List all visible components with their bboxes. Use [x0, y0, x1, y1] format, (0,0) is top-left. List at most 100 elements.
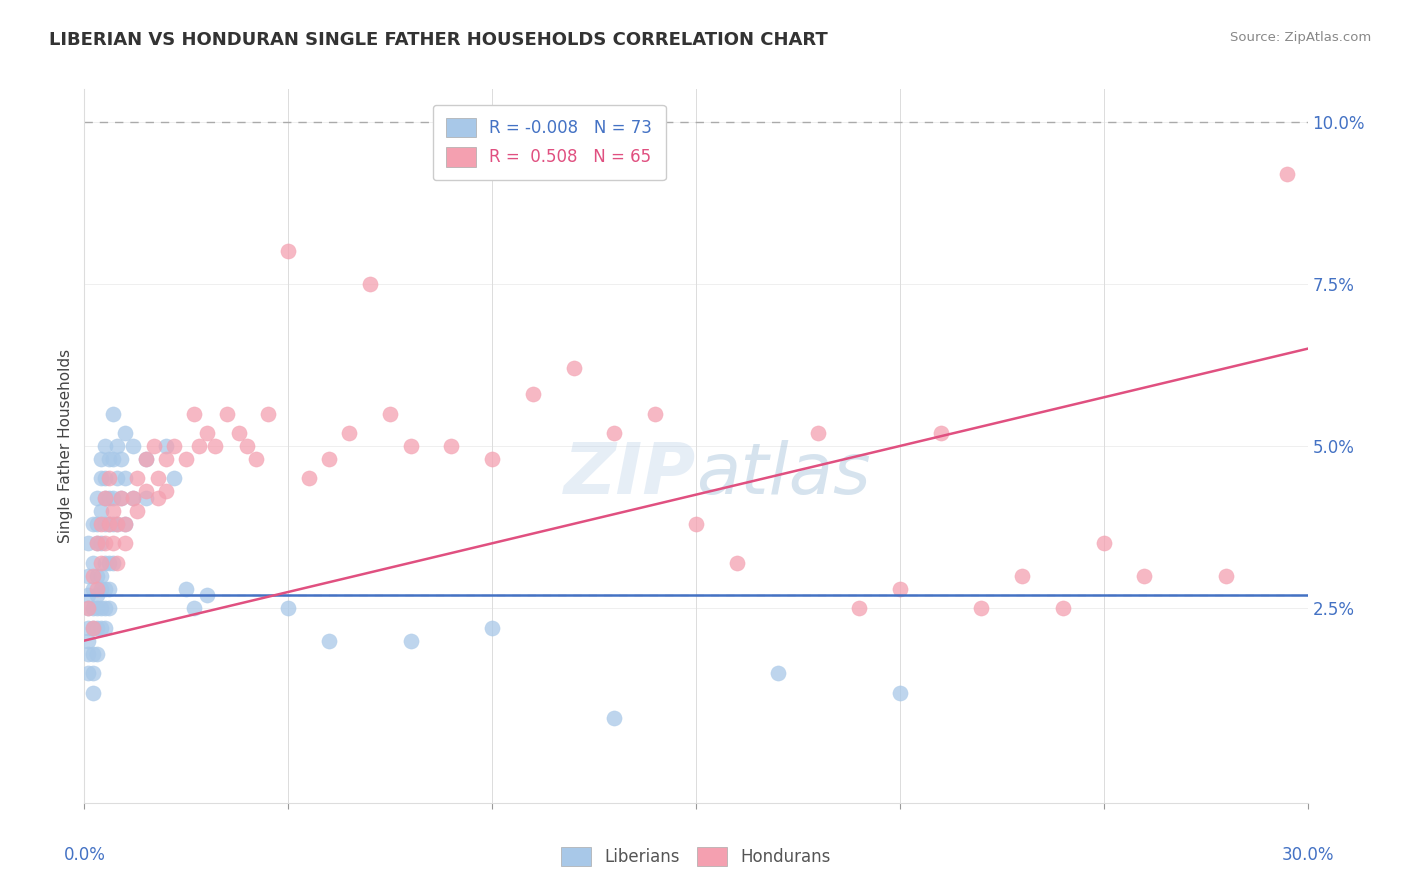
Point [127, 471, 149, 485]
Point [90, 471, 112, 485]
Point [187, 439, 209, 453]
Point [163, 471, 186, 485]
Point [766, 666, 789, 681]
Point [93, 471, 115, 485]
Point [77, 601, 100, 615]
Point [86, 491, 108, 505]
Point [93, 601, 115, 615]
Point [114, 536, 136, 550]
Point [101, 536, 124, 550]
Point [114, 471, 136, 485]
Point [77, 633, 100, 648]
Point [807, 425, 830, 440]
Point [217, 407, 239, 421]
Point [93, 536, 115, 550]
Text: 30.0%: 30.0% [1281, 846, 1334, 863]
Point [93, 516, 115, 531]
Point [82, 568, 104, 582]
Point [110, 491, 132, 505]
Point [183, 407, 205, 421]
Point [174, 452, 197, 467]
Point [93, 439, 115, 453]
Point [90, 452, 112, 467]
Legend: Liberians, Hondurans: Liberians, Hondurans [555, 840, 837, 873]
Point [195, 588, 218, 602]
Point [155, 484, 177, 499]
Point [195, 425, 218, 440]
Point [135, 452, 157, 467]
Point [82, 582, 104, 596]
Point [90, 621, 112, 635]
Point [105, 516, 128, 531]
Point [440, 439, 463, 453]
Point [97, 516, 120, 531]
Point [122, 491, 145, 505]
Point [114, 516, 136, 531]
Point [155, 452, 177, 467]
Point [77, 588, 100, 602]
Point [1215, 568, 1237, 582]
Point [1011, 568, 1033, 582]
Point [146, 491, 169, 505]
Point [359, 277, 381, 291]
Point [228, 425, 250, 440]
Point [82, 601, 104, 615]
Point [86, 568, 108, 582]
Point [82, 666, 104, 681]
Point [86, 621, 108, 635]
Point [90, 516, 112, 531]
Point [142, 439, 165, 453]
Point [236, 439, 259, 453]
Point [135, 452, 157, 467]
Point [122, 439, 145, 453]
Text: LIBERIAN VS HONDURAN SINGLE FATHER HOUSEHOLDS CORRELATION CHART: LIBERIAN VS HONDURAN SINGLE FATHER HOUSE… [49, 31, 828, 49]
Point [90, 601, 112, 615]
Point [101, 452, 124, 467]
Point [204, 439, 226, 453]
Point [86, 536, 108, 550]
Point [163, 439, 186, 453]
Point [183, 601, 205, 615]
Point [1277, 167, 1299, 181]
Point [481, 621, 503, 635]
Point [298, 471, 321, 485]
Point [1092, 536, 1115, 550]
Point [725, 556, 748, 570]
Point [77, 536, 100, 550]
Point [257, 407, 280, 421]
Point [93, 556, 115, 570]
Point [77, 647, 100, 661]
Point [97, 491, 120, 505]
Point [135, 484, 157, 499]
Point [97, 582, 120, 596]
Point [101, 491, 124, 505]
Point [929, 425, 952, 440]
Point [86, 516, 108, 531]
Point [277, 244, 299, 259]
Point [90, 504, 112, 518]
Point [644, 407, 666, 421]
Point [86, 601, 108, 615]
Text: 0.0%: 0.0% [63, 846, 105, 863]
Point [603, 711, 626, 725]
Point [86, 647, 108, 661]
Point [77, 568, 100, 582]
Point [1133, 568, 1156, 582]
Point [889, 582, 911, 596]
Text: ZIP: ZIP [564, 440, 696, 509]
Point [97, 471, 120, 485]
Point [101, 504, 124, 518]
Point [970, 601, 993, 615]
Point [889, 685, 911, 699]
Point [82, 621, 104, 635]
Point [105, 556, 128, 570]
Point [603, 425, 626, 440]
Point [122, 491, 145, 505]
Point [82, 516, 104, 531]
Point [127, 504, 149, 518]
Point [101, 556, 124, 570]
Point [82, 685, 104, 699]
Y-axis label: Single Father Households: Single Father Households [58, 349, 73, 543]
Point [114, 425, 136, 440]
Point [339, 425, 361, 440]
